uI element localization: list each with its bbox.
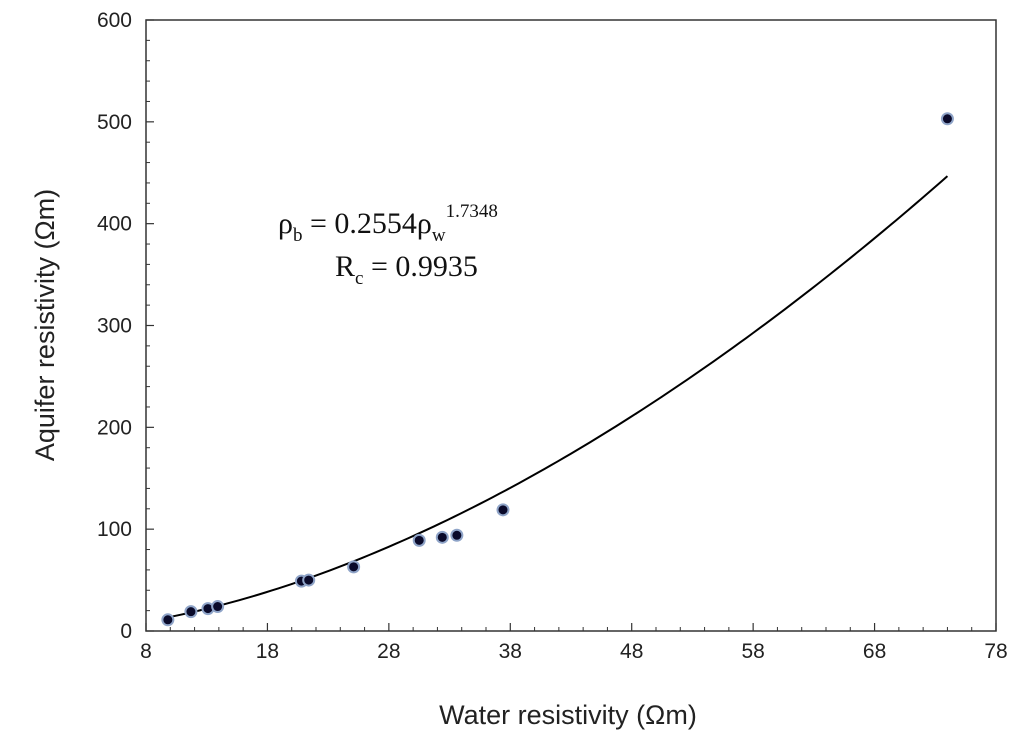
data-point xyxy=(347,560,361,574)
x-tick-label: 58 xyxy=(741,640,764,663)
y-tick-label: 0 xyxy=(120,620,132,643)
plot-frame xyxy=(145,19,997,632)
x-tick-label: 48 xyxy=(620,640,643,663)
data-point xyxy=(302,573,316,587)
y-axis: 0 100 200 300 400 500 600 xyxy=(97,9,154,643)
y-tick-label: 500 xyxy=(97,111,132,134)
fit-rc: Rc = 0.9935 xyxy=(335,250,478,289)
x-tick-label: 28 xyxy=(377,640,400,663)
x-tick-label: 78 xyxy=(984,640,1007,663)
data-point xyxy=(161,613,175,627)
x-tick-label: 38 xyxy=(499,640,522,663)
fit-curve xyxy=(167,175,949,619)
minor-ticks xyxy=(146,39,973,631)
data-point xyxy=(211,600,225,614)
data-point xyxy=(450,528,464,542)
y-tick-label: 200 xyxy=(97,416,132,439)
fit-equation: ρb = 0.2554ρw1.7348 xyxy=(278,201,498,246)
data-point xyxy=(184,605,198,619)
x-axis: 8 18 28 38 48 58 68 78 xyxy=(140,623,1008,663)
fit-layer xyxy=(167,175,949,619)
data-point xyxy=(412,533,426,547)
x-tick-label: 8 xyxy=(140,640,152,663)
x-axis-title: Water resistivity (Ωm) xyxy=(439,700,697,730)
y-tick-label: 400 xyxy=(97,213,132,236)
data-point xyxy=(496,503,510,517)
data-point xyxy=(435,530,449,544)
y-axis-title: Aquifer resistivity (Ωm) xyxy=(30,189,60,461)
y-tick-label: 100 xyxy=(97,518,132,541)
data-point xyxy=(940,112,954,126)
y-tick-label: 600 xyxy=(97,9,132,32)
x-tick-label: 68 xyxy=(863,640,886,663)
y-tick-label: 300 xyxy=(97,315,132,338)
x-tick-label: 18 xyxy=(256,640,279,663)
points-layer xyxy=(161,112,954,627)
